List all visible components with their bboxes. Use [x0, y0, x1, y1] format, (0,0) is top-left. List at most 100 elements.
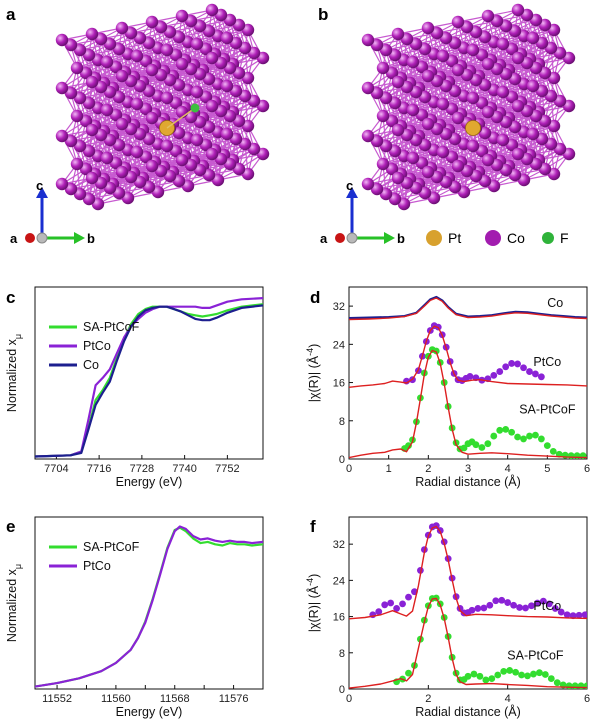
data-point: [460, 444, 468, 452]
co-atom: [466, 139, 480, 153]
b-axis-arrowhead: [74, 232, 85, 244]
data-point: [498, 596, 506, 604]
data-point: [563, 611, 571, 619]
ptco-fit-series: [349, 525, 587, 620]
co-atom: [421, 21, 435, 35]
co-atom: [511, 99, 525, 113]
x-axis-label: Radial distance (Å): [415, 474, 521, 489]
co-atom: [406, 151, 420, 165]
co-atom: [496, 133, 510, 147]
co-atom: [70, 157, 84, 171]
a-axis-label: a: [320, 231, 328, 246]
co-atom: [451, 63, 465, 77]
data-point: [532, 370, 539, 378]
data-point: [405, 442, 412, 450]
co-atom: [55, 129, 69, 143]
sa-ptcof-series: [35, 303, 263, 458]
c-axis-arrowhead: [346, 187, 358, 198]
data-point: [532, 431, 539, 439]
x-tick-label: 6: [584, 693, 590, 705]
x-tick-label: 11576: [219, 693, 249, 705]
data-point: [468, 606, 476, 614]
y-axis-label: |χ(R)| (Å-4): [305, 344, 321, 403]
pt-f-bond: [166, 107, 196, 129]
data-point: [514, 433, 521, 441]
data-point: [492, 597, 500, 605]
co-atom: [481, 9, 495, 23]
co-atom: [526, 79, 540, 93]
data-point: [510, 601, 518, 609]
ptco-series: [35, 297, 263, 458]
legend-label: PtCo: [83, 559, 111, 573]
data-point: [502, 425, 510, 433]
co-atom: [496, 85, 510, 99]
x-tick-label: 6: [584, 463, 590, 475]
data-point: [553, 679, 561, 687]
data-point: [539, 597, 547, 605]
panel-label-c: c: [6, 288, 15, 307]
co-atom: [115, 165, 129, 179]
co-atom: [55, 177, 69, 191]
co-atom: [436, 145, 450, 159]
data-point: [486, 601, 494, 609]
data-point: [482, 676, 490, 684]
co-atom: [220, 79, 234, 93]
y-axis-label: Normalized xμ: [5, 334, 23, 412]
co-atom: [100, 151, 114, 165]
co-series: [35, 304, 263, 458]
axis-triad-a: c a b: [10, 178, 95, 246]
co-atom: [391, 27, 405, 41]
c-axis-label: c: [346, 178, 353, 193]
co-atom: [205, 51, 219, 65]
data-point: [480, 604, 488, 612]
co-atom: [376, 61, 390, 75]
co-atom: [145, 63, 159, 77]
y-tick-label: 24: [333, 575, 345, 587]
x-tick-label: 11552: [42, 693, 72, 705]
x-axis-label: Energy (eV): [116, 475, 183, 489]
co-atom: [496, 37, 510, 51]
y-axis-label: Normalized xμ: [5, 564, 23, 642]
y-tick-label: 8: [339, 416, 345, 428]
co-atom: [451, 159, 465, 173]
data-point: [522, 604, 529, 612]
co-atom: [70, 61, 84, 75]
y-tick-label: 16: [333, 612, 345, 624]
data-point: [516, 604, 523, 611]
co-atom: [511, 3, 525, 17]
data-point: [387, 599, 395, 607]
x-axis-label: Energy (eV): [116, 705, 183, 719]
co-atom: [130, 49, 144, 63]
legend-co-swatch: [485, 230, 501, 246]
a-axis-label: a: [10, 231, 18, 246]
co-atom: [451, 15, 465, 29]
co-atom: [85, 75, 99, 89]
data-point: [549, 447, 557, 455]
co-atom: [376, 157, 390, 171]
legend-pt-label: Pt: [448, 230, 461, 246]
y-tick-label: 16: [333, 378, 345, 390]
co-atom: [115, 117, 129, 131]
co-atom: [160, 91, 174, 105]
data-point: [530, 670, 537, 678]
co-atom: [130, 97, 144, 111]
f-atom: [190, 103, 200, 113]
legend-pt-swatch: [426, 230, 442, 246]
x-tick-label: 7704: [44, 463, 68, 475]
co-atom: [421, 69, 435, 83]
co-atom: [436, 49, 450, 63]
data-point: [472, 441, 480, 449]
co-atom: [145, 15, 159, 29]
x-tick-label: 7740: [172, 463, 196, 475]
co-atom: [421, 117, 435, 131]
plot-frame: [348, 516, 588, 690]
data-point: [500, 667, 508, 675]
x-tick-label: 11560: [101, 693, 131, 705]
y-axis-label: |χ(R)| (Å-4): [305, 574, 321, 633]
data-point: [494, 671, 502, 679]
data-point: [488, 675, 496, 682]
co-atom: [145, 159, 159, 173]
